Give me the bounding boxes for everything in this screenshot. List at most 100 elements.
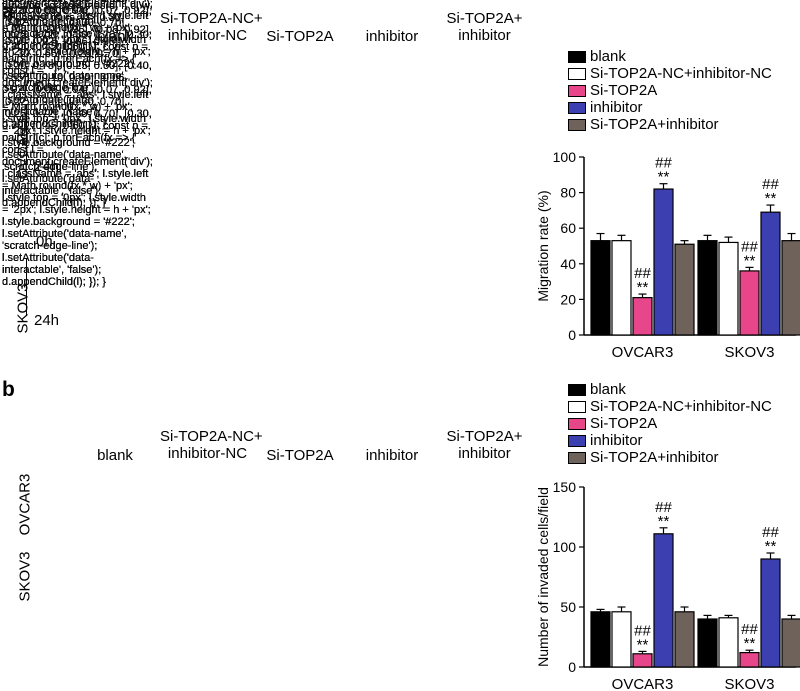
x-category-label: SKOV3 (724, 676, 774, 690)
legend-label: inhibitor (590, 99, 643, 116)
legend-label: Si-TOP2A (590, 82, 658, 99)
legend-item-2: Si-TOP2A (568, 415, 772, 432)
magnification-label: function scratchLines(d, r, c, w, h) { c… (2, 0, 153, 288)
magnification-label: function scratchLines(d, r, c, w, h) { c… (2, 0, 127, 52)
bar-SKOV3-2 (739, 652, 760, 668)
time-label-24h: 24h (34, 158, 60, 175)
magnification-label: function scratchLines(d, r, c, w, h) { c… (2, 0, 153, 288)
magnification-label: function scratchLines(d, r, c, w, h) { c… (2, 0, 153, 209)
significance-mark-star: ** (765, 190, 777, 207)
y-tick-label: 150 (553, 479, 577, 495)
legend-item-2: Si-TOP2A (568, 82, 772, 99)
bar-OVCAR3-4 (674, 611, 695, 668)
magnification-label: function scratchLines(d, r, c, w, h) { c… (2, 0, 153, 209)
significance-mark-hash: ## (762, 524, 779, 541)
significance-mark-star: ** (658, 513, 670, 530)
significance-mark-hash: ## (741, 621, 758, 638)
y-tick-label: 50 (560, 599, 576, 615)
significance-mark-hash: ## (655, 499, 672, 516)
magnification-label: function scratchLines(d, r, c, w, h) { c… (2, 0, 153, 288)
bar-SKOV3-0 (697, 240, 718, 336)
scratch-grid-image-r1-c4: function scratchLines(d, r, c, w, h) { c… (0, 0, 153, 131)
legend-panel-b: blank Si-TOP2A-NC+inhibitor-NC Si-TOP2A inh… (568, 381, 772, 466)
bar-OVCAR3-2 (632, 653, 653, 668)
y-tick-label: 60 (560, 220, 576, 236)
y-axis-label: Number of invaded cells/field (535, 487, 551, 667)
bar-OVCAR3-2 (632, 297, 653, 336)
magnification-label: function scratchLines(d, r, c, w, h) { c… (2, 0, 153, 130)
magnification-label: function scratchLines(d, r, c, w, h) { c… (2, 0, 153, 130)
bar-SKOV3-4 (781, 618, 800, 668)
row-label-ovcar3-b: OVCAR3 (16, 473, 34, 536)
legend-swatch (568, 50, 586, 63)
bracket-skov3 (26, 258, 27, 316)
time-label-0h: 0h (36, 78, 53, 95)
magnification-label: function scratchLines(d, r, c, w, h) { c… (2, 0, 153, 288)
bracket-ovcar3 (26, 104, 27, 162)
legend-item-4: Si-TOP2A+inhibitor (568, 116, 772, 133)
scratch-grid-image-r1-c0: function scratchLines(d, r, c, w, h) { c… (0, 0, 153, 131)
bar-SKOV3-2 (739, 270, 760, 336)
time-label-24h-skov3: 24h (34, 312, 60, 329)
bar-SKOV3-1 (718, 241, 739, 336)
column-label-blank-b: blank (97, 447, 133, 464)
legend-label: blank (590, 381, 626, 398)
legend-swatch (568, 400, 586, 413)
column-label-si-top2a: Si-TOP2A (266, 28, 334, 45)
scratch-grid-image-r0-c0: function scratchLines(d, r, c, w, h) { c… (0, 0, 127, 53)
bar-OVCAR3-0 (590, 240, 611, 336)
legend-swatch (568, 417, 586, 430)
scratch-grid-image-r1-c3: function scratchLines(d, r, c, w, h) { c… (0, 0, 153, 131)
legend-label: Si-TOP2A+inhibitor (590, 116, 719, 133)
y-tick-label: 80 (560, 185, 576, 201)
scratch-grid-image-r0-c1: function scratchLines(d, r, c, w, h) { c… (0, 0, 127, 53)
scratch-grid-image-r0-c2: function scratchLines(d, r, c, w, h) { c… (0, 0, 127, 53)
bar-OVCAR3-4 (674, 243, 695, 336)
legend-swatch (568, 434, 586, 447)
significance-mark-star: ** (744, 252, 756, 269)
significance-mark-hash: ## (634, 622, 651, 639)
bar-OVCAR3-1 (611, 240, 632, 336)
legend-label: Si-TOP2A-NC+inhibitor-NC (590, 398, 772, 415)
bar-OVCAR3-3 (653, 533, 674, 668)
magnification-label: function scratchLines(d, r, c, w, h) { c… (2, 0, 153, 288)
scratch-grid-image-r3-c0: function scratchLines(d, r, c, w, h) { c… (0, 0, 153, 289)
legend-label: blank (590, 48, 626, 65)
significance-mark-hash: ## (655, 155, 672, 172)
bar-SKOV3-3 (760, 211, 781, 336)
y-tick-label: 20 (560, 291, 576, 307)
legend-label: inhibitor (590, 432, 643, 449)
legend-item-4: Si-TOP2A+inhibitor (568, 449, 772, 466)
bar-OVCAR3-0 (590, 611, 611, 668)
scratch-grid-image-r3-c4: function scratchLines(d, r, c, w, h) { c… (0, 0, 153, 289)
magnification-label: function scratchLines(d, r, c, w, h) { c… (2, 0, 127, 52)
magnification-label: function scratchLines(d, r, c, w, h) { c… (2, 0, 127, 52)
magnification-label: function scratchLines(d, r, c, w, h) { c… (2, 0, 153, 130)
panel-b-letter: b (2, 378, 15, 401)
scratch-grid-image-r0-c4: function scratchLines(d, r, c, w, h) { c… (0, 0, 127, 53)
scratch-grid-image-r2-c4: function scratchLines(d, r, c, w, h) { c… (0, 0, 153, 210)
legend-label: Si-TOP2A+inhibitor (590, 449, 719, 466)
legend-item-0: blank (568, 381, 772, 398)
stain-grid-image-r0-c4 (0, 466, 76, 470)
y-tick-label: 0 (568, 659, 576, 675)
bar-SKOV3-0 (697, 618, 718, 668)
stain-grid-image-r1-c4 (0, 545, 76, 549)
bar-SKOV3-4 (781, 240, 800, 336)
x-category-label: SKOV3 (724, 344, 774, 361)
significance-mark-star: ** (637, 636, 649, 653)
magnification-label: function scratchLines(d, r, c, w, h) { c… (2, 0, 127, 52)
legend-item-0: blank (568, 48, 772, 65)
legend-swatch (568, 84, 586, 97)
scratch-grid-image-r2-c2: function scratchLines(d, r, c, w, h) { c… (0, 0, 153, 210)
column-label-combo: Si-TOP2A+ inhibitor (446, 10, 523, 44)
bar-SKOV3-3 (760, 558, 781, 668)
significance-mark-star: ** (744, 635, 756, 652)
x-category-label: OVCAR3 (612, 676, 674, 690)
scratch-grid-image-r3-c2: function scratchLines(d, r, c, w, h) { c… (0, 0, 153, 289)
row-label-skov3-b: SKOV3 (16, 551, 34, 602)
magnification-label: function scratchLines(d, r, c, w, h) { c… (2, 0, 127, 52)
legend-item-3: inhibitor (568, 99, 772, 116)
legend-item-1: Si-TOP2A-NC+inhibitor-NC (568, 398, 772, 415)
